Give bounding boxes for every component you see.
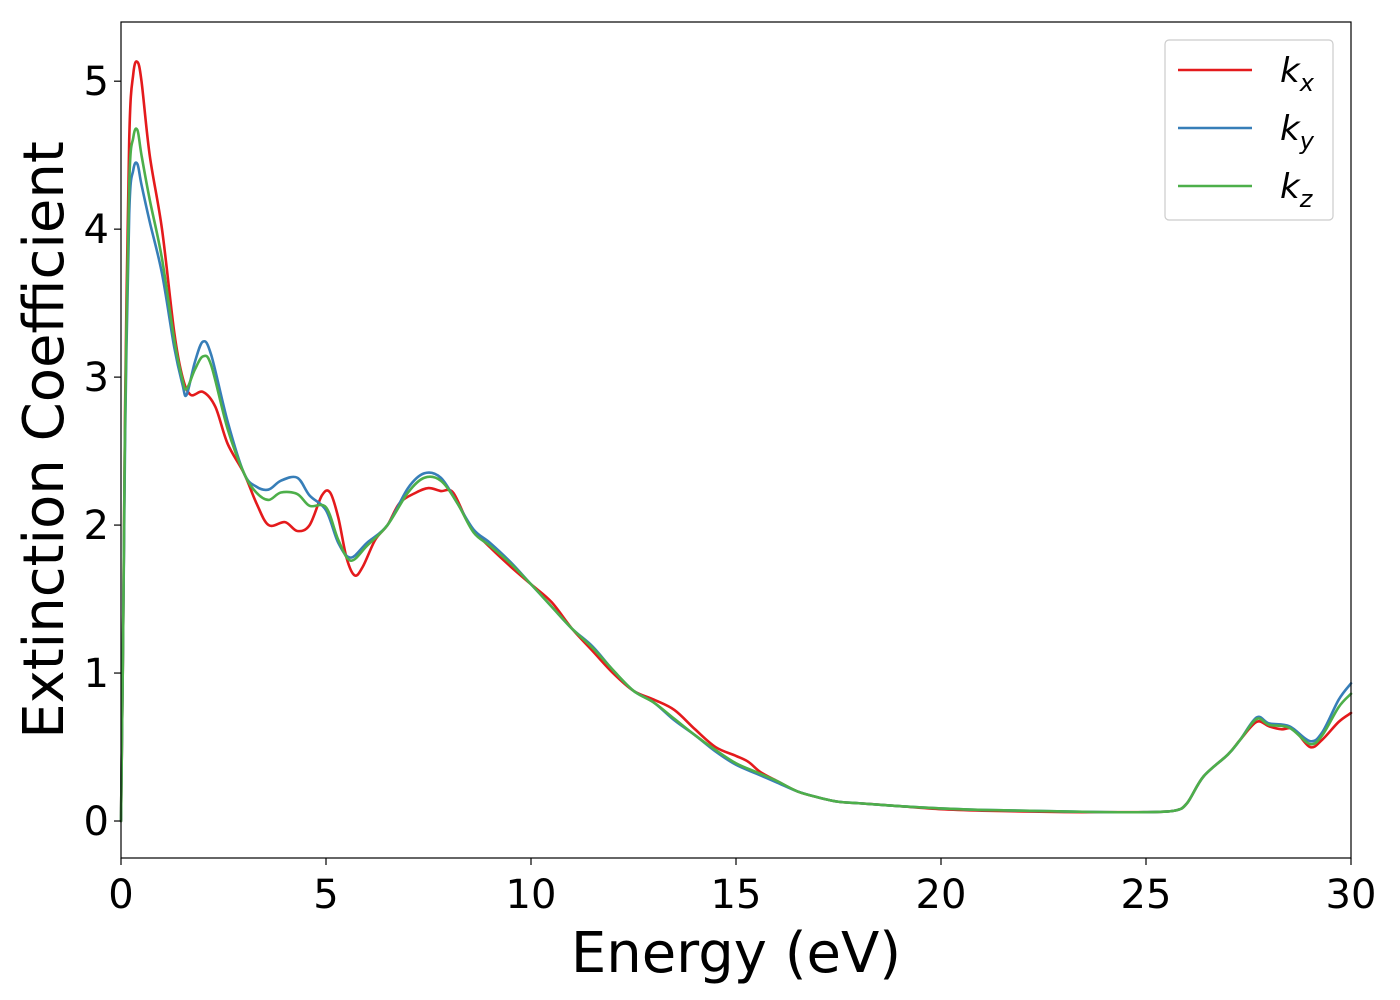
legend-label: ky [1280,109,1315,155]
x-tick-label: 25 [1121,872,1172,918]
x-tick-label: 30 [1326,872,1377,918]
y-tick-label: 3 [84,355,109,401]
legend: kx ky kz [1164,39,1334,221]
x-tick-label: 20 [916,872,967,918]
y-axis: 0 1 2 3 4 5 [84,59,121,845]
x-axis: 0 5 10 15 20 25 30 [108,858,1376,918]
plot-lines [119,60,1353,823]
series-line-ky [119,161,1353,823]
x-axis-title: Energy (eV) [571,921,901,986]
legend-label: kx [1280,51,1315,97]
x-tick-label: 15 [711,872,762,918]
y-tick-label: 4 [84,207,109,253]
x-tick-label: 5 [313,872,338,918]
y-axis-title: Extinction Coefficient [12,141,77,739]
legend-label: kz [1280,167,1314,213]
legend-box [1164,39,1334,221]
y-tick-label: 0 [84,799,109,845]
x-tick-label: 0 [108,872,133,918]
y-tick-label: 1 [84,651,109,697]
x-tick-label: 10 [506,872,557,918]
series-line-kz [119,127,1353,823]
y-tick-label: 2 [84,503,109,549]
y-tick-label: 5 [84,59,109,105]
